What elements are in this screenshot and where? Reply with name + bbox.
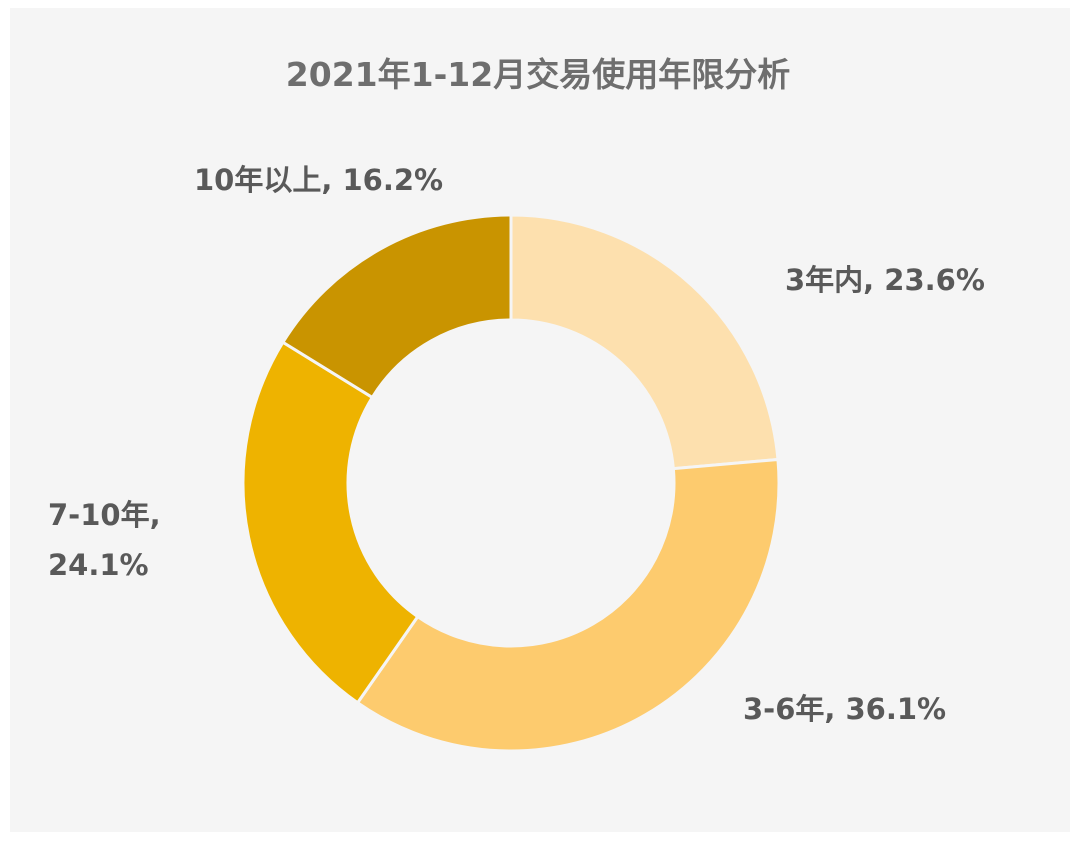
chart-title: 2021年1-12月交易使用年限分析 — [285, 55, 791, 94]
data-label-3-6-years-text: 3-6年, 36.1% — [743, 692, 947, 726]
donut-slice-2 — [241, 340, 420, 705]
data-label-7-10-years-line1: 7-10年, — [48, 498, 161, 532]
data-label-3-years: 3年内, 23.6% — [785, 255, 985, 305]
data-label-7-10-years: 7-10年, 24.1% — [48, 490, 161, 590]
data-label-10-plus-years-text: 10年以上, 16.2% — [194, 163, 444, 197]
data-label-7-10-years-line2: 24.1% — [48, 548, 149, 582]
chart-area: 2021年1-12月交易使用年限分析 3年内, 23.6% 3-6年, 36.1… — [10, 8, 1070, 832]
donut-slice-1 — [355, 457, 781, 753]
data-label-3-years-text: 3年内, 23.6% — [785, 263, 985, 297]
donut-slice-0 — [509, 213, 780, 471]
donut-chart — [241, 213, 781, 753]
data-label-10-plus-years: 10年以上, 16.2% — [194, 155, 443, 205]
donut-slice-3 — [280, 213, 513, 400]
data-label-3-6-years: 3-6年, 36.1% — [743, 684, 946, 734]
